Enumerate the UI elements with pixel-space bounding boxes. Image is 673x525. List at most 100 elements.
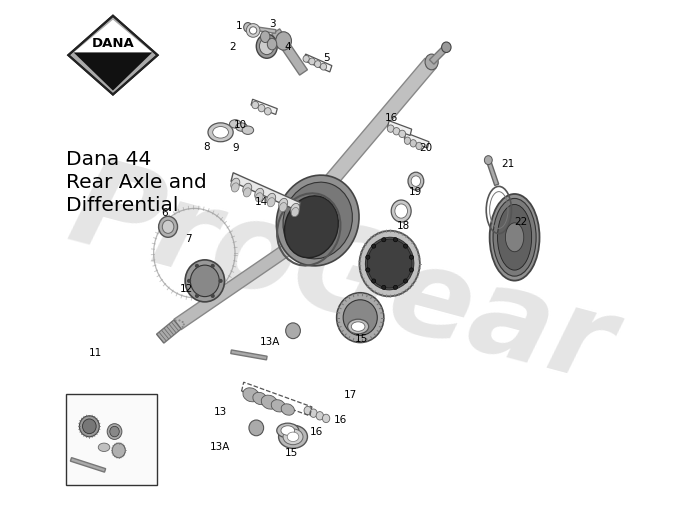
Ellipse shape [178, 319, 180, 321]
Text: 13A: 13A [260, 337, 281, 348]
Text: 5: 5 [323, 52, 330, 63]
Ellipse shape [304, 406, 312, 415]
Circle shape [219, 279, 223, 283]
Ellipse shape [208, 123, 233, 142]
Ellipse shape [336, 293, 384, 343]
Text: 20: 20 [419, 143, 432, 153]
Polygon shape [251, 99, 277, 114]
Text: 21: 21 [501, 159, 515, 169]
Ellipse shape [79, 416, 100, 437]
Ellipse shape [271, 400, 285, 412]
Ellipse shape [110, 426, 119, 437]
Circle shape [195, 264, 199, 268]
Text: 15: 15 [355, 333, 368, 344]
Ellipse shape [411, 176, 421, 186]
Ellipse shape [281, 426, 295, 435]
Circle shape [365, 268, 370, 272]
Circle shape [394, 285, 398, 289]
Polygon shape [231, 350, 267, 360]
Circle shape [404, 279, 408, 283]
Text: 13: 13 [214, 407, 227, 417]
Ellipse shape [183, 323, 185, 326]
Ellipse shape [249, 420, 264, 436]
Text: 8: 8 [204, 142, 210, 152]
Circle shape [365, 255, 370, 259]
Ellipse shape [112, 443, 125, 458]
Ellipse shape [182, 326, 184, 328]
Text: 22: 22 [514, 216, 528, 227]
Text: 19: 19 [409, 186, 423, 197]
Polygon shape [429, 45, 449, 64]
Text: 15: 15 [285, 447, 298, 458]
Ellipse shape [260, 31, 270, 43]
Ellipse shape [170, 323, 172, 326]
Text: 7: 7 [184, 234, 191, 244]
Ellipse shape [408, 172, 424, 190]
Polygon shape [157, 320, 181, 343]
Circle shape [409, 255, 413, 259]
Ellipse shape [359, 231, 420, 296]
Ellipse shape [98, 443, 110, 452]
Ellipse shape [285, 323, 300, 339]
Circle shape [371, 279, 376, 283]
Circle shape [187, 279, 191, 283]
Text: 16: 16 [334, 415, 347, 425]
Ellipse shape [393, 128, 400, 135]
Ellipse shape [285, 196, 339, 258]
Ellipse shape [107, 424, 122, 439]
Polygon shape [272, 29, 308, 75]
Polygon shape [388, 121, 412, 135]
Polygon shape [73, 52, 152, 90]
Ellipse shape [261, 395, 277, 409]
Ellipse shape [267, 197, 275, 207]
Ellipse shape [410, 140, 417, 147]
Ellipse shape [162, 220, 174, 233]
Ellipse shape [348, 319, 369, 334]
Circle shape [195, 294, 199, 298]
Ellipse shape [243, 388, 259, 402]
Ellipse shape [314, 60, 321, 68]
Ellipse shape [343, 300, 378, 335]
Circle shape [404, 244, 408, 248]
Circle shape [371, 244, 376, 248]
Circle shape [211, 294, 215, 298]
Ellipse shape [287, 432, 299, 442]
FancyBboxPatch shape [66, 394, 157, 485]
Ellipse shape [276, 32, 291, 50]
Circle shape [382, 238, 386, 242]
Ellipse shape [246, 24, 260, 37]
Polygon shape [73, 19, 152, 52]
Ellipse shape [322, 414, 330, 423]
Ellipse shape [310, 409, 317, 417]
Polygon shape [304, 54, 332, 72]
Ellipse shape [182, 321, 184, 323]
Text: 1: 1 [236, 21, 242, 32]
Ellipse shape [399, 130, 406, 138]
Ellipse shape [279, 203, 287, 212]
Ellipse shape [303, 55, 310, 62]
Text: 12: 12 [180, 284, 193, 294]
Text: 4: 4 [285, 42, 291, 52]
Text: 13A: 13A [209, 442, 229, 453]
Text: Dana 44
Rear Axle and
Differential: Dana 44 Rear Axle and Differential [66, 150, 207, 215]
Ellipse shape [258, 104, 265, 112]
Ellipse shape [291, 203, 299, 215]
Ellipse shape [391, 200, 411, 222]
Text: 3: 3 [269, 18, 275, 29]
Ellipse shape [213, 127, 228, 138]
Text: DANA: DANA [92, 37, 135, 50]
Ellipse shape [490, 194, 540, 280]
Ellipse shape [395, 204, 407, 218]
Ellipse shape [365, 237, 414, 290]
Polygon shape [404, 133, 429, 148]
Ellipse shape [174, 328, 176, 330]
Ellipse shape [404, 137, 411, 144]
Ellipse shape [174, 319, 176, 321]
Text: 10: 10 [234, 120, 247, 130]
Ellipse shape [254, 188, 264, 200]
Polygon shape [487, 160, 499, 185]
Text: 9: 9 [232, 143, 239, 153]
Ellipse shape [244, 188, 251, 197]
Text: ProGear: ProGear [58, 150, 625, 407]
Ellipse shape [497, 204, 532, 270]
